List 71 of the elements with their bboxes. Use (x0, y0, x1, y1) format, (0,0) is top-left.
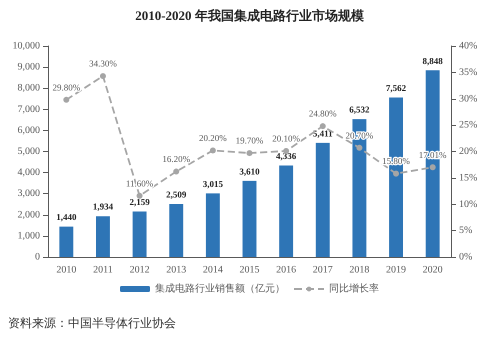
point (100, 73, 106, 80)
bar (59, 226, 74, 257)
y2-tick-label: 10% (459, 198, 478, 210)
bar (169, 204, 184, 257)
y-tick-label: 5,000 (18, 146, 40, 157)
data-label: 7,562 (386, 82, 407, 93)
data-label: 19.70% (236, 136, 264, 146)
y2-tick-label: 35% (459, 66, 478, 78)
bar (242, 180, 256, 257)
data-label: 3,015 (202, 178, 224, 189)
data-label: 20.10% (272, 133, 301, 144)
y2-tick-label: 30% (459, 93, 478, 104)
data-label: 16.20% (162, 154, 191, 164)
x-tick-label: 2011 (93, 264, 113, 276)
data-label: 1,440 (56, 212, 77, 222)
y2-tick-label: 15% (459, 172, 478, 184)
y2-tick-label: 0% (459, 252, 472, 262)
bar (96, 216, 110, 257)
data-label: 2,509 (166, 190, 187, 200)
data-label: 29.80% (52, 82, 81, 92)
legend-label: 同比增长率 (329, 282, 379, 294)
point (356, 144, 362, 151)
text: 资料来源：中国半导体行业协会 (8, 316, 176, 330)
data-label: 24.80% (308, 108, 338, 119)
data-label: 11.60% (126, 178, 154, 188)
point (430, 164, 436, 170)
chart-title: 2010-2020 年我国集成电路行业市场规模 (135, 8, 364, 23)
y-tick-label: 1,000 (18, 230, 40, 242)
x-tick-label: 2010 (56, 264, 76, 276)
data-label: 34.30% (89, 58, 118, 69)
y2-tick-label: 25% (459, 120, 478, 131)
y2-tick-label: 20% (459, 146, 478, 157)
y-tick-label: 7,000 (18, 104, 40, 115)
bar (279, 166, 294, 257)
data-label: 2,159 (129, 196, 150, 207)
x-tick-label: 2016 (276, 264, 296, 276)
data-label: 3,610 (239, 166, 260, 176)
x-tick-label: 2019 (386, 264, 406, 276)
x-tick-label: 2020 (422, 264, 443, 276)
x-tick-label: 2013 (166, 264, 186, 276)
y-tick-label: 6,000 (18, 124, 40, 136)
x-tick-label: 2017 (312, 264, 333, 276)
data-label: 6,532 (349, 104, 370, 115)
y-tick-label: 9,000 (18, 62, 40, 73)
y2-tick-label: 40% (459, 40, 478, 52)
x-tick-label: 2018 (349, 264, 370, 276)
point (210, 147, 216, 154)
data-label: 8,848 (422, 56, 444, 66)
x-tick-label: 2014 (202, 264, 223, 276)
y-tick-label: 10,000 (12, 40, 40, 52)
point (173, 168, 180, 175)
data-label: 4,336 (276, 151, 297, 162)
data-label: 1,934 (92, 202, 114, 212)
point (246, 150, 252, 156)
y-tick-label: 4,000 (18, 167, 40, 178)
point (63, 96, 70, 103)
x-tick-label: 2015 (240, 264, 260, 276)
point (320, 123, 326, 130)
y-tick-label: 3,000 (18, 188, 40, 200)
legend-label: 集成电路行业销售额（亿元） (155, 282, 285, 294)
y-tick-label: 0 (35, 252, 40, 262)
data-label: 20.20% (198, 132, 228, 143)
bar (206, 193, 220, 257)
bar (132, 211, 147, 257)
y-tick-label: 8,000 (18, 82, 40, 94)
x-tick-label: 2012 (130, 264, 150, 276)
y-tick-label: 2,000 (18, 209, 40, 220)
bar (316, 142, 330, 257)
point (393, 170, 400, 177)
point (136, 192, 143, 199)
y2-tick-label: 5% (459, 225, 472, 236)
